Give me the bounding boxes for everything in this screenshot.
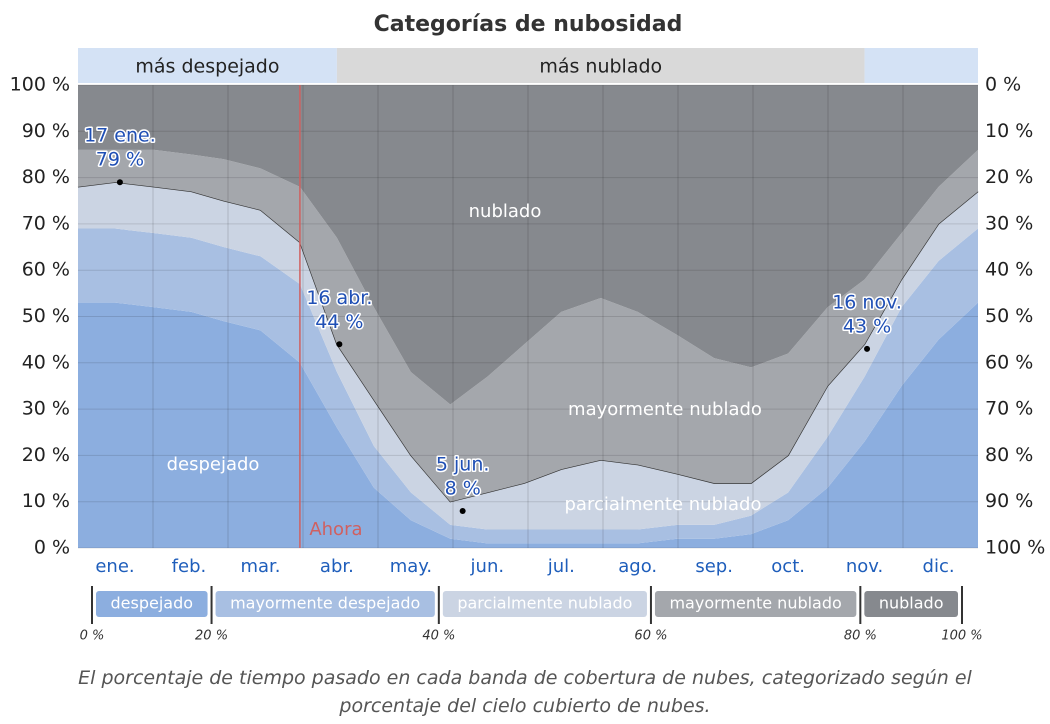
x-tick-label: abr. xyxy=(320,556,354,577)
annotation-date: 16 abr. xyxy=(306,287,372,309)
y-tick-label: 80 % xyxy=(22,166,70,188)
x-tick-label: sep. xyxy=(695,556,733,577)
legend-threshold: 80 % xyxy=(844,629,877,644)
annotation-value: 8 % xyxy=(445,477,481,499)
legend-label: mayormente despejado xyxy=(230,594,420,613)
y2-tick-label: 50 % xyxy=(985,305,1033,327)
band-label: parcialmente nublado xyxy=(565,494,762,515)
legend-swatch xyxy=(215,591,435,617)
x-tick-label: jul. xyxy=(547,556,575,577)
y2-tick-label: 40 % xyxy=(985,259,1033,281)
chart-title: Categorías de nubosidad xyxy=(374,12,683,37)
y2-tick-label: 70 % xyxy=(985,398,1033,420)
x-tick-label: oct. xyxy=(771,556,805,577)
top-band xyxy=(78,48,337,83)
y-tick-label: 50 % xyxy=(22,305,70,327)
y-tick-label: 60 % xyxy=(22,259,70,281)
y2-tick-label: 80 % xyxy=(985,444,1033,466)
now-label: Ahora xyxy=(309,519,362,540)
x-tick-label: nov. xyxy=(846,556,883,577)
legend-label: parcialmente nublado xyxy=(457,594,632,613)
annotation-dot xyxy=(864,345,871,352)
legend-label: mayormente nublado xyxy=(669,594,841,613)
annotation-dot xyxy=(459,507,466,514)
band-label: mayormente nublado xyxy=(568,399,762,420)
y-tick-label: 0 % xyxy=(34,537,70,559)
y-tick-label: 90 % xyxy=(22,120,70,142)
x-tick-label: feb. xyxy=(172,556,207,577)
x-tick-label: jun. xyxy=(470,556,505,577)
y2-tick-label: 60 % xyxy=(985,351,1033,373)
top-band xyxy=(864,48,978,83)
annotation-dot xyxy=(116,179,123,186)
band-label: nublado xyxy=(469,201,542,222)
legend-threshold: 60 % xyxy=(634,629,667,644)
annotation-dot xyxy=(336,341,343,348)
top-band-label: más despejado xyxy=(135,56,279,78)
area-band xyxy=(78,228,978,544)
legend-threshold: 0 % xyxy=(80,629,105,644)
y-tick-label: 20 % xyxy=(22,444,70,466)
area-band xyxy=(78,85,978,405)
annotation-date: 17 ene. xyxy=(84,125,156,147)
y-tick-label: 100 % xyxy=(10,74,70,96)
legend-threshold: 40 % xyxy=(422,629,455,644)
x-tick-label: ago. xyxy=(618,556,657,577)
x-tick-label: mar. xyxy=(240,556,280,577)
y2-tick-label: 10 % xyxy=(985,120,1033,142)
annotation-value: 43 % xyxy=(843,315,891,337)
annotation-value: 44 % xyxy=(315,311,363,333)
legend-label: despejado xyxy=(111,594,194,613)
legend-swatch xyxy=(96,591,208,617)
x-tick-label: ene. xyxy=(95,556,134,577)
legend-swatch xyxy=(864,591,958,617)
y-tick-label: 70 % xyxy=(22,212,70,234)
area-band xyxy=(78,149,978,502)
annotation-date: 16 nov. xyxy=(832,291,902,313)
annotation-value: 79 % xyxy=(96,149,144,171)
y2-tick-label: 30 % xyxy=(985,212,1033,234)
area-band xyxy=(78,302,978,548)
x-tick-label: may. xyxy=(390,556,432,577)
y2-tick-label: 0 % xyxy=(985,74,1021,96)
area-band xyxy=(78,182,978,530)
legend-threshold: 20 % xyxy=(195,629,228,644)
legend-swatch xyxy=(654,591,857,617)
y-tick-label: 40 % xyxy=(22,351,70,373)
top-band-label: más nublado xyxy=(539,56,662,78)
x-tick-label: dic. xyxy=(923,556,955,577)
chart: Categorías de nubosidad más despejado más… xyxy=(10,12,1046,644)
y-tick-label: 10 % xyxy=(22,490,70,512)
y-tick-label: 30 % xyxy=(22,398,70,420)
y2-tick-label: 20 % xyxy=(985,166,1033,188)
top-band xyxy=(336,48,865,83)
band-label: despejado xyxy=(167,454,260,475)
caption: El porcentaje de tiempo pasado en cada b… xyxy=(78,667,972,717)
y2-tick-label: 90 % xyxy=(985,490,1033,512)
legend-swatch xyxy=(442,591,647,617)
y2-tick-label: 100 % xyxy=(985,537,1045,559)
legend-label: nublado xyxy=(879,594,944,613)
legend-threshold: 100 % xyxy=(941,629,982,644)
annotation-date: 5 jun. xyxy=(436,453,490,475)
